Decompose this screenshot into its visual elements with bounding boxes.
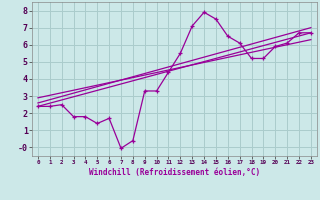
X-axis label: Windchill (Refroidissement éolien,°C): Windchill (Refroidissement éolien,°C)	[89, 168, 260, 177]
